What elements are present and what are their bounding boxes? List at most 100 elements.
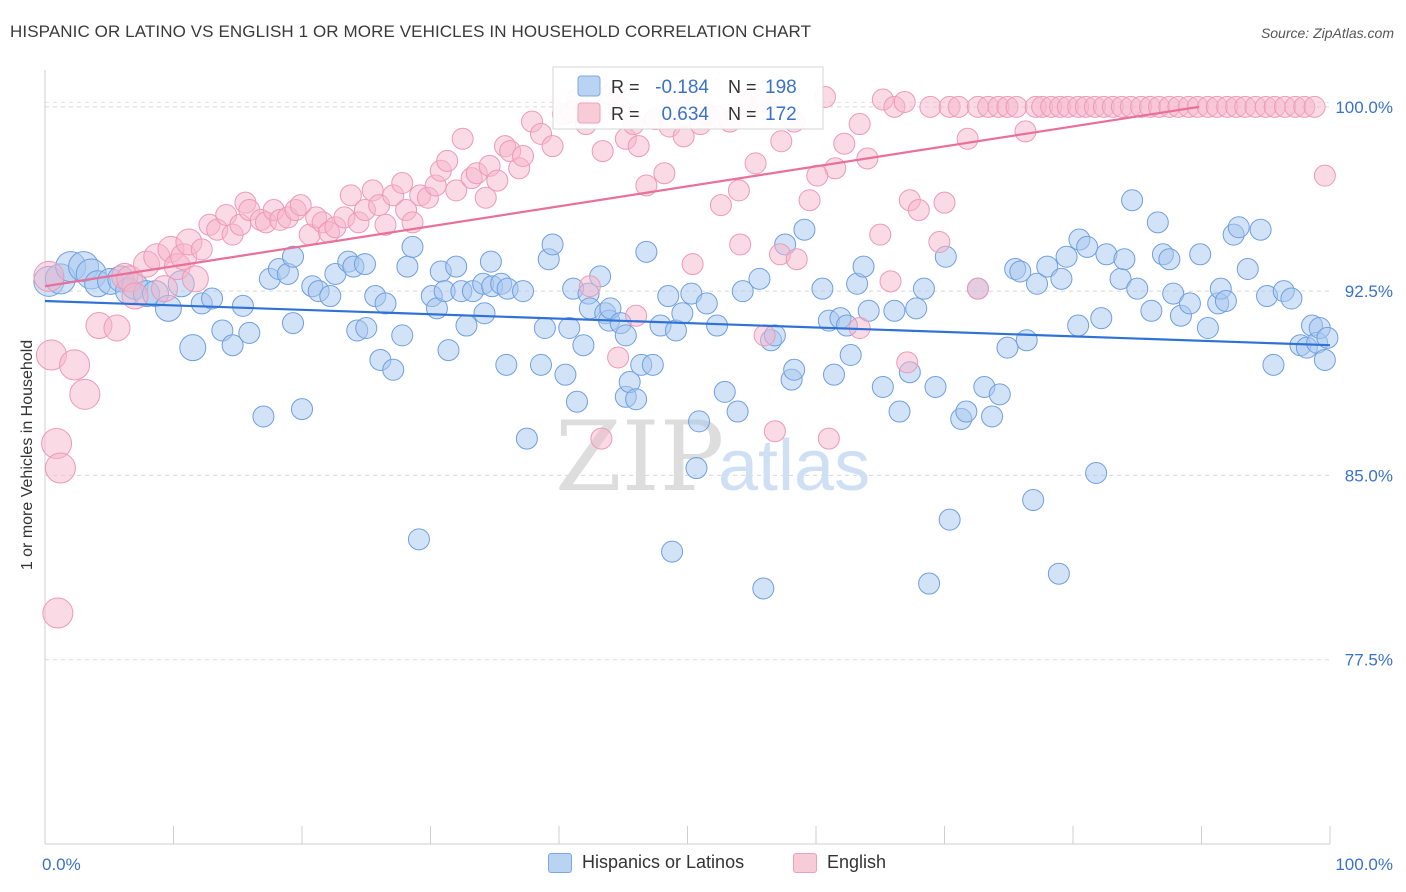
data-point <box>495 353 518 376</box>
data-point <box>282 312 305 335</box>
data-point <box>783 358 806 381</box>
data-point <box>896 351 919 374</box>
data-point <box>558 317 581 339</box>
data-point <box>671 302 694 325</box>
data-point <box>319 285 342 308</box>
data-point <box>661 540 684 563</box>
legend-r-label: R = <box>611 104 640 124</box>
series-english <box>33 83 1336 629</box>
data-point <box>614 324 637 347</box>
data-point <box>221 334 244 357</box>
data-point <box>988 383 1011 406</box>
data-point <box>1262 353 1285 376</box>
data-point <box>1313 164 1336 187</box>
data-point <box>822 363 845 386</box>
data-point <box>1158 248 1181 271</box>
data-point <box>709 194 732 217</box>
data-point <box>1005 95 1028 118</box>
data-point <box>763 420 786 443</box>
data-point <box>713 380 736 403</box>
data-point <box>727 179 750 202</box>
data-point <box>817 427 840 450</box>
data-point <box>590 427 613 450</box>
data-point <box>401 235 424 258</box>
data-point <box>1280 287 1303 310</box>
y-tick-label: 85.0% <box>1345 466 1393 485</box>
data-point <box>905 297 928 320</box>
data-point <box>729 233 752 256</box>
data-point <box>869 223 892 246</box>
data-point <box>407 528 430 551</box>
data-point <box>928 231 951 253</box>
data-point <box>681 253 704 276</box>
y-tick-label: 100.0% <box>1335 98 1393 117</box>
data-point <box>641 353 664 376</box>
data-point <box>591 140 614 163</box>
data-point <box>181 265 209 293</box>
data-point <box>833 132 856 155</box>
data-point <box>753 324 776 347</box>
data-point <box>391 324 414 347</box>
data-point <box>1009 260 1032 283</box>
legend-item-hispanics[interactable]: Hispanics or Latinos <box>548 852 744 873</box>
data-point <box>1126 277 1149 300</box>
data-point <box>785 248 808 271</box>
x-tick-label-end: 100.0% <box>1335 855 1393 874</box>
y-tick-label: 92.5% <box>1345 282 1393 301</box>
data-point <box>486 169 509 192</box>
data-point <box>382 358 405 381</box>
data-point <box>1026 272 1049 295</box>
data-point <box>1085 461 1108 484</box>
data-point <box>1036 255 1059 278</box>
data-point <box>848 113 871 136</box>
data-point <box>1047 562 1070 585</box>
data-point <box>103 314 131 342</box>
legend-n-value: 198 <box>765 77 797 98</box>
data-point <box>1227 216 1250 239</box>
data-point <box>924 375 947 398</box>
data-point <box>918 572 941 595</box>
data-point <box>151 275 179 303</box>
data-point <box>530 353 553 376</box>
data-point <box>1214 289 1237 312</box>
data-point <box>512 280 535 303</box>
data-point <box>289 194 312 217</box>
y-tick-label: 77.5% <box>1345 651 1393 670</box>
data-point <box>706 314 729 337</box>
data-point <box>1113 248 1136 271</box>
x-tick-label-start: 0.0% <box>42 855 81 874</box>
data-point <box>238 321 261 344</box>
data-point <box>695 292 718 315</box>
data-point <box>933 191 956 214</box>
bottom-legend: Hispanics or Latinos English <box>0 852 1406 878</box>
data-point <box>479 250 502 273</box>
data-point <box>565 390 588 413</box>
data-point <box>625 304 648 327</box>
data-point <box>731 280 754 303</box>
data-point <box>770 130 793 153</box>
data-point <box>445 179 468 202</box>
data-point <box>201 287 224 310</box>
data-point <box>907 199 930 222</box>
chart-title: HISPANIC OR LATINO VS ENGLISH 1 OR MORE … <box>10 22 812 41</box>
data-point <box>1189 243 1212 266</box>
legend-r-label: R = <box>611 77 640 97</box>
data-point <box>473 302 496 325</box>
data-point <box>437 339 460 362</box>
data-point <box>752 577 775 600</box>
data-point <box>657 285 680 308</box>
legend-swatch-pink <box>793 852 817 873</box>
legend-swatch <box>577 75 601 97</box>
data-point <box>282 245 305 268</box>
data-point <box>1076 235 1099 258</box>
data-point <box>512 145 535 167</box>
data-point <box>839 344 862 367</box>
data-point <box>947 95 970 118</box>
legend-item-english[interactable]: English <box>793 852 886 873</box>
data-point <box>42 597 74 629</box>
data-point <box>1090 307 1113 330</box>
data-point <box>798 189 821 212</box>
data-point <box>455 314 478 337</box>
data-point <box>955 400 978 423</box>
data-point <box>353 253 376 276</box>
